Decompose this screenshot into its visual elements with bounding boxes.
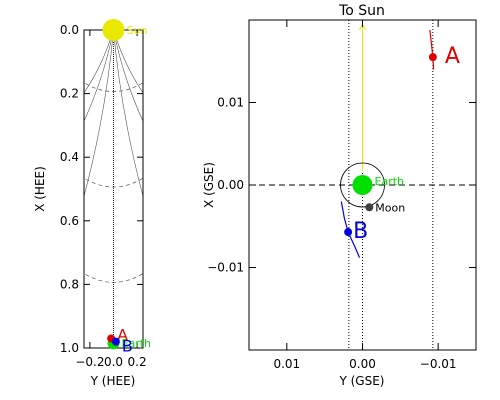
gse-y-tick-label: −0.01 xyxy=(207,261,244,275)
hee-y-tick-label: 0.8 xyxy=(60,277,79,291)
gse-body-a xyxy=(428,53,437,62)
hee-y-tick-label: 0.2 xyxy=(60,87,79,101)
gse-x-tick-label: 0.01 xyxy=(273,357,300,371)
hee-x-axis-label: Y (HEE) xyxy=(90,374,136,388)
gse-bodies: Earth Moon A B xyxy=(340,29,460,258)
hee-guide-curve xyxy=(84,30,114,198)
gse-panel: To Sun 0.01 0.00 −0.01 0.01 0.00 −0.01 X (GSE… xyxy=(202,3,477,388)
gse-chart-title: To Sun xyxy=(338,3,385,19)
hee-label-b: B xyxy=(122,337,133,356)
gse-body-moon xyxy=(365,203,374,212)
gse-label-moon: Moon xyxy=(375,201,405,214)
hee-guide-curve xyxy=(113,30,143,94)
hee-guide-lines xyxy=(84,30,143,344)
gse-x-tick-label: 0.00 xyxy=(349,357,376,371)
gse-label-b: B xyxy=(353,219,368,244)
hee-label-earth: Earth xyxy=(122,337,152,350)
hee-y-tick-label: 1.0 xyxy=(60,341,79,355)
hee-ticks: 0.00.20.40.60.81.0−0.2 0.0 0.2 xyxy=(60,23,147,369)
hee-y-tick-label: 0.4 xyxy=(60,150,79,164)
hee-guide-curve xyxy=(84,30,114,122)
gse-y-tick-label: 0.01 xyxy=(217,96,244,110)
hee-label-sun: Sun xyxy=(127,24,148,37)
gse-label-earth: Earth xyxy=(375,175,405,188)
hee-x-tick-label: 0.0 xyxy=(104,355,123,369)
hee-body-sun xyxy=(102,19,125,41)
hee-y-tick-label: 0.6 xyxy=(60,214,79,228)
hee-y-tick-label: 0.0 xyxy=(60,23,79,37)
hee-guide-curve xyxy=(113,30,143,122)
gse-label-a: A xyxy=(445,44,460,69)
gse-body-earth xyxy=(352,175,373,195)
gse-x-axis-label: Y (GSE) xyxy=(338,374,384,388)
gse-ticks: 0.01 0.00 −0.01 0.01 0.00 −0.01 xyxy=(207,20,476,371)
gse-body-b xyxy=(344,228,353,237)
hee-x-tick-label: 0.2 xyxy=(128,355,147,369)
hee-label-a: A xyxy=(117,325,128,344)
hee-guide-arc xyxy=(84,82,143,92)
hee-y-axis-label: X (HEE) xyxy=(33,166,47,212)
hee-x-tick-label: −0.2 xyxy=(75,355,104,369)
gse-y-axis-label: X (GSE) xyxy=(202,162,216,208)
gse-track-a xyxy=(429,29,435,70)
hee-body-b xyxy=(111,337,120,346)
hee-guide-curve xyxy=(113,30,143,198)
hee-guide-curve xyxy=(84,30,114,94)
gse-y-tick-label: 0.00 xyxy=(217,178,244,192)
hee-panel: 0.00.20.40.60.81.0−0.2 0.0 0.2 X (HEE) Y (… xyxy=(33,19,152,388)
gse-moon-orbit xyxy=(340,162,385,208)
gse-x-tick-label: −0.01 xyxy=(420,357,457,371)
